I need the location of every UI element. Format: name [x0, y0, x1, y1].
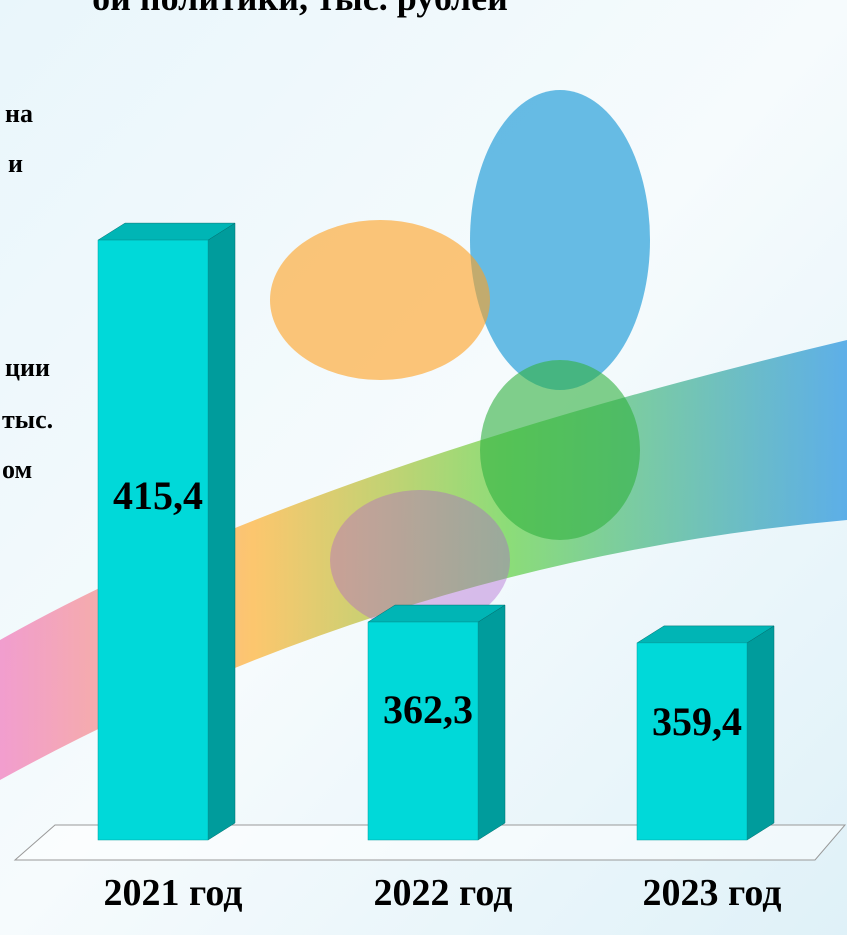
bar-side: [478, 605, 505, 840]
bar: [98, 240, 208, 840]
bar-side: [208, 223, 235, 840]
annotation: на: [5, 99, 33, 128]
annotation: и: [8, 149, 23, 178]
value-label: 362,3: [383, 687, 473, 732]
x-tick-label: 2021 год: [104, 872, 243, 914]
silhouette: [270, 220, 490, 380]
annotation: тыс.: [2, 405, 53, 434]
chart-title: ой политики, тыс. рублей: [92, 0, 508, 18]
x-tick-label: 2023 год: [643, 872, 782, 914]
annotation: ом: [2, 455, 32, 484]
silhouette: [470, 90, 650, 390]
value-label: 359,4: [652, 699, 742, 744]
annotation: ции: [5, 353, 50, 382]
x-tick-label: 2022 год: [374, 872, 513, 914]
bar-side: [747, 626, 774, 840]
value-label: 415,4: [113, 473, 203, 518]
chart: ой политики, тыс. рублей на и ции тыс. о…: [0, 0, 847, 935]
page: {"chart_data": {"type": "bar3d", "title"…: [0, 0, 847, 935]
silhouette: [480, 360, 640, 540]
